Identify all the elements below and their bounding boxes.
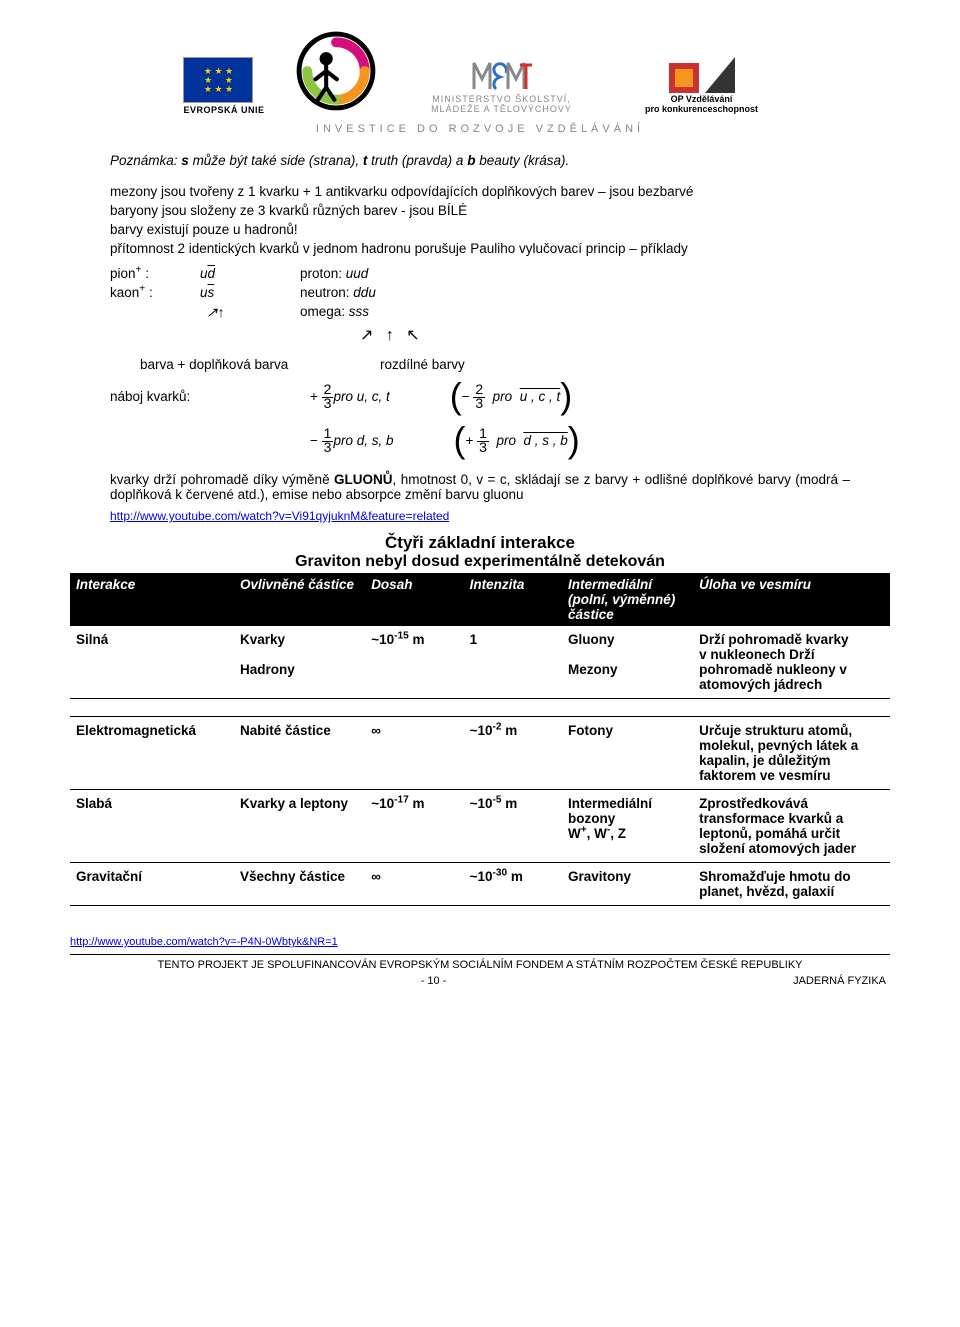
pauli-line: přítomnost 2 identických kvarků v jednom…	[110, 241, 890, 256]
note-b-text: beauty (krása).	[475, 153, 569, 168]
expr-plus-13: ( + 13 pro d , s , b )	[453, 422, 579, 458]
charge-row-2: − 13 pro d, s, b ( + 13 pro d , s , b )	[110, 422, 890, 458]
note-s: s	[181, 153, 189, 168]
note-line: Poznámka: s může být také side (strana),…	[110, 153, 890, 168]
barvy-line: barvy existují pouze u hadronů!	[110, 222, 890, 237]
th-particles: Ovlivněné částice	[234, 573, 365, 626]
barva-col1: barva + doplňková barva	[140, 357, 380, 372]
funding-text: TENTO PROJEKT JE SPOLUFINANCOVÁN EVROPSK…	[70, 954, 890, 971]
pion-row: pion+ : ud proton: uud	[110, 266, 890, 281]
logo-opvk: OP Vzdělávání pro konkurenceschopnost	[627, 45, 777, 115]
table-row: Elektromagnetická Nabité částice ∞ ~10-2…	[70, 717, 890, 790]
gluon-paragraph: kvarky drží pohromadě díky výměně GLUONŮ…	[110, 472, 850, 502]
table-row: Silná KvarkyHadrony ~10-15 m 1 GluonyMez…	[70, 626, 890, 699]
proton-label: proton: uud	[300, 266, 368, 281]
logo-eu: ★ ★ ★★ ★★ ★ ★ EVROPSKÁ UNIE	[183, 57, 264, 115]
pion-label: pion+ :	[110, 266, 200, 281]
neutron-label: neutron: ddu	[300, 285, 376, 300]
opvk-caption-2: pro konkurenceschopnost	[627, 105, 777, 115]
youtube-link-2[interactable]: http://www.youtube.com/watch?v=-P4N-0Wbt…	[70, 936, 338, 948]
expr-minus-13: − 13 pro d, s, b	[310, 426, 393, 454]
th-intensity: Intenzita	[464, 573, 562, 626]
opvk-icon	[627, 45, 777, 93]
th-range: Dosah	[365, 573, 463, 626]
note-s-text: může být také side (strana),	[189, 153, 363, 168]
logo-msmt: MINISTERSTVO ŠKOLSTVÍ, MLÁDEŽE A TĚLOVÝC…	[407, 59, 597, 115]
page-number: - 10 -	[421, 975, 447, 987]
tagline: INVESTICE DO ROZVOJE VZDĚLÁVÁNÍ	[70, 123, 890, 135]
omega-label: omega: sss	[300, 304, 369, 321]
charge-row-1: náboj kvarků: + 23 pro u, c, t ( − 23 pr…	[110, 378, 890, 414]
th-interaction: Interakce	[70, 573, 234, 626]
arrow-up-pair-icon: ↗ ↑	[206, 304, 223, 321]
eu-flag-icon: ★ ★ ★★ ★★ ★ ★	[183, 57, 253, 103]
note-prefix: Poznámka:	[110, 153, 181, 168]
msmt-caption-2: MLÁDEŽE A TĚLOVÝCHOVY	[407, 105, 597, 115]
esf-icon	[295, 30, 377, 112]
header-logos: ★ ★ ★★ ★★ ★ ★ EVROPSKÁ UNIE	[70, 30, 890, 115]
omega-arrows: ↗ ↑ ↖	[360, 325, 890, 345]
footer: http://www.youtube.com/watch?v=-P4N-0Wbt…	[70, 936, 890, 987]
table-row: Slabá Kvarky a leptony ~10-17 m ~10-5 m …	[70, 790, 890, 863]
th-role: Úloha ve vesmíru	[693, 573, 890, 626]
barva-col2: rozdílné barvy	[380, 357, 465, 372]
page: ★ ★ ★★ ★★ ★ ★ EVROPSKÁ UNIE	[0, 0, 960, 1007]
section-subtitle: Graviton nebyl dosud experimentálně dete…	[70, 553, 890, 571]
msmt-icon	[407, 59, 597, 93]
kaon-row: kaon+ : us neutron: ddu	[110, 285, 890, 300]
expr-plus-23: + 23 pro u, c, t	[310, 382, 390, 410]
expr-minus-23: ( − 23 pro u , c , t )	[450, 378, 573, 414]
eu-caption: EVROPSKÁ UNIE	[183, 105, 264, 115]
kaon-label: kaon+ :	[110, 285, 200, 300]
kaon-symbol: us	[200, 285, 300, 300]
youtube-link-1[interactable]: http://www.youtube.com/watch?v=Vi91qyjuk…	[110, 509, 449, 523]
logo-esf	[295, 30, 377, 115]
table-row: Gravitační Všechny částice ∞ ~10-30 m Gr…	[70, 863, 890, 906]
interactions-table: Interakce Ovlivněné částice Dosah Intenz…	[70, 573, 890, 906]
table-header-row: Interakce Ovlivněné částice Dosah Intenz…	[70, 573, 890, 626]
page-section: JADERNÁ FYZIKA	[793, 975, 886, 987]
charge-label: náboj kvarků:	[110, 389, 300, 404]
section-title: Čtyři základní interakce	[70, 533, 890, 553]
pion-symbol: ud	[200, 266, 300, 281]
note-t-text: truth (pravda) a	[367, 153, 467, 168]
mezon-line: mezony jsou tvořeny z 1 kvarku + 1 antik…	[110, 184, 890, 199]
baryon-line: baryony jsou složeny ze 3 kvarků různých…	[110, 203, 890, 218]
th-mediators: Intermediální (polní, výměnné) částice	[562, 573, 693, 626]
barva-row: barva + doplňková barva rozdílné barvy	[140, 357, 890, 372]
kaon-arrows: ↗ ↑ omega: sss	[110, 304, 890, 321]
